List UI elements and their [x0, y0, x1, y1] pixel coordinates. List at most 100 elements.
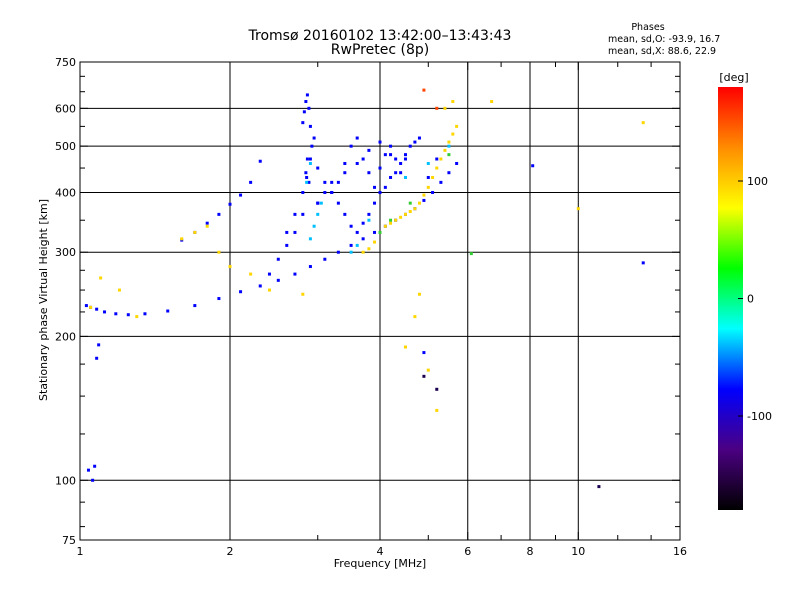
- data-point: [293, 272, 297, 276]
- data-point: [531, 164, 535, 168]
- data-point: [447, 171, 451, 175]
- data-point: [166, 309, 170, 313]
- data-point: [447, 153, 451, 157]
- data-point: [403, 157, 407, 161]
- data-point: [193, 304, 197, 308]
- data-point: [355, 136, 359, 140]
- data-point: [378, 190, 382, 194]
- y-tick-label: 100: [55, 474, 76, 487]
- colorbar: [deg]: [718, 71, 749, 510]
- data-point: [330, 190, 334, 194]
- data-point: [413, 140, 417, 144]
- data-point: [301, 121, 305, 125]
- data-point: [312, 136, 316, 140]
- data-point: [180, 237, 184, 241]
- data-point: [323, 257, 327, 261]
- data-point: [394, 171, 398, 175]
- data-point: [373, 240, 377, 244]
- data-point: [417, 136, 421, 140]
- data-point: [84, 304, 88, 308]
- data-point: [399, 215, 403, 219]
- legend-title: Phases: [631, 22, 664, 33]
- data-point: [305, 157, 309, 161]
- data-point: [307, 106, 311, 110]
- x-tick-label: 1: [77, 545, 84, 558]
- y-tick-label: 75: [62, 534, 76, 547]
- y-axis-label: Stationary phase Virtual Height [km]: [37, 199, 50, 401]
- data-point: [367, 212, 371, 216]
- data-point: [422, 351, 426, 355]
- data-point: [228, 202, 232, 206]
- data-point: [323, 190, 327, 194]
- data-point: [343, 161, 347, 165]
- data-point: [455, 124, 459, 128]
- data-point: [239, 290, 243, 294]
- data-point: [373, 201, 377, 205]
- data-point: [367, 148, 371, 152]
- data-point: [323, 180, 327, 184]
- data-point: [422, 88, 426, 92]
- data-point: [426, 175, 430, 179]
- data-point: [276, 257, 280, 261]
- data-point: [455, 161, 459, 165]
- data-point: [435, 157, 439, 161]
- data-point: [435, 387, 439, 391]
- data-point: [361, 157, 365, 161]
- data-point: [93, 464, 97, 468]
- colorbar-ticks: 100 0 -100: [738, 175, 772, 423]
- data-point: [305, 93, 309, 97]
- colorbar-label: [deg]: [719, 71, 748, 84]
- data-point: [249, 180, 253, 184]
- data-point: [343, 212, 347, 216]
- data-point: [349, 224, 353, 228]
- data-point: [336, 201, 340, 205]
- data-point: [383, 153, 387, 157]
- data-point: [305, 180, 309, 184]
- data-point: [394, 218, 398, 222]
- data-point: [451, 132, 455, 136]
- data-point: [422, 193, 426, 197]
- legend-line-x: mean, sd,X: 88.6, 22.9: [608, 46, 716, 57]
- data-point: [305, 175, 309, 179]
- data-point: [308, 265, 312, 269]
- data-point: [316, 212, 320, 216]
- data-point: [316, 201, 320, 205]
- data-point: [316, 166, 320, 170]
- data-point: [394, 157, 398, 161]
- data-point: [143, 312, 147, 316]
- data-point: [435, 106, 439, 110]
- data-point: [304, 171, 308, 175]
- y-axis: 75 100 200 300 400 500 600 750: [55, 56, 680, 547]
- data-point: [301, 292, 305, 296]
- data-point: [641, 121, 645, 125]
- data-point: [367, 171, 371, 175]
- data-point: [389, 175, 393, 179]
- data-point: [330, 180, 334, 184]
- data-point: [378, 230, 382, 234]
- data-point: [422, 198, 426, 202]
- data-point: [408, 144, 412, 148]
- data-point: [378, 140, 382, 144]
- data-point: [239, 193, 243, 197]
- data-point: [435, 166, 439, 170]
- y-tick-label: 300: [55, 246, 76, 259]
- data-point: [310, 144, 314, 148]
- data-point: [408, 210, 412, 214]
- data-point: [308, 157, 312, 161]
- data-point: [307, 180, 311, 184]
- chart-subtitle: RwPretec (8p): [331, 42, 429, 58]
- y-tick-label: 600: [55, 102, 76, 115]
- data-point: [361, 250, 365, 254]
- colorbar-tick-label: -100: [747, 410, 772, 423]
- data-point: [355, 243, 359, 247]
- data-point: [361, 221, 365, 225]
- data-point: [383, 185, 387, 189]
- data-point: [426, 368, 430, 372]
- data-point: [301, 190, 305, 194]
- data-point: [403, 345, 407, 349]
- data-point: [451, 100, 455, 104]
- colorbar-tick-label: 100: [747, 175, 768, 188]
- data-point: [193, 230, 197, 234]
- data-point: [267, 272, 271, 276]
- data-point: [135, 315, 139, 319]
